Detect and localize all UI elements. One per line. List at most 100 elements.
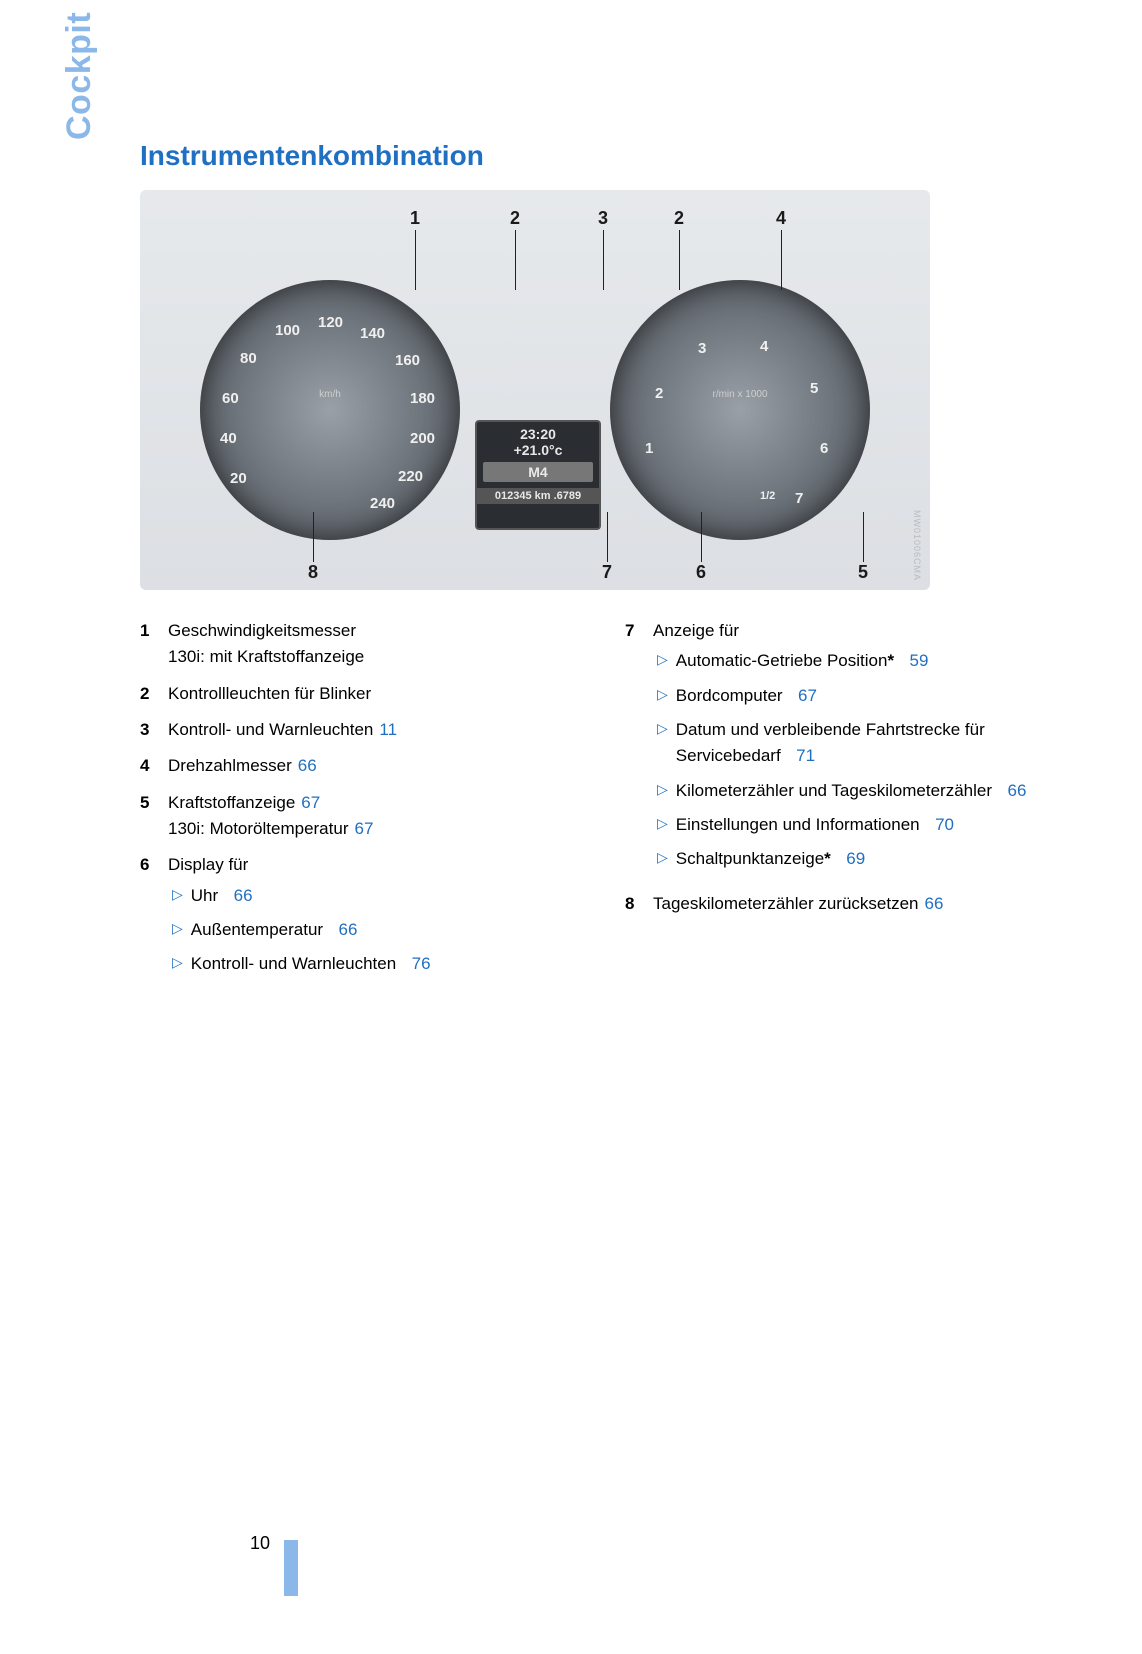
legend-sublist: ▷Automatic-Getriebe Position* 59▷Bordcom…: [653, 648, 1080, 872]
gauge-mark: 80: [240, 350, 257, 367]
page-accent-bar: [284, 1540, 298, 1596]
page-ref[interactable]: 76: [412, 954, 431, 973]
page-ref[interactable]: 66: [925, 894, 944, 913]
triangle-icon: ▷: [657, 717, 668, 770]
legend-item: 3Kontroll- und Warnleuchten11: [140, 717, 595, 743]
triangle-icon: ▷: [172, 917, 183, 943]
legend-right-column: 7Anzeige für▷Automatic-Getriebe Position…: [625, 618, 1080, 996]
subitem-text: Uhr 66: [191, 883, 253, 909]
callout-number: 1: [410, 208, 420, 229]
page-ref[interactable]: 66: [298, 756, 317, 775]
display-time: 23:20: [477, 426, 599, 442]
gauge-mark: 200: [410, 430, 435, 447]
callout-line: [515, 230, 516, 290]
page-ref[interactable]: 69: [846, 849, 865, 868]
legend-left-column: 1Geschwindigkeitsmesser130i: mit Kraftst…: [140, 618, 595, 996]
callout-number: 7: [602, 562, 612, 583]
gauge-mark: 6: [820, 440, 828, 457]
asterisk-icon: *: [887, 651, 894, 670]
callout-number: 2: [674, 208, 684, 229]
legend-number: 2: [140, 681, 168, 707]
legend-text: Tageskilometerzähler zurücksetzen66: [653, 891, 1080, 917]
legend-subitem: ▷Schaltpunktanzeige* 69: [653, 846, 1080, 872]
legend-number: 8: [625, 891, 653, 917]
page-ref[interactable]: 66: [339, 920, 358, 939]
asterisk-icon: *: [824, 849, 831, 868]
legend-item: 2Kontrollleuchten für Blinker: [140, 681, 595, 707]
legend-number: 5: [140, 790, 168, 843]
gauge-mark: 220: [398, 468, 423, 485]
speedometer-gauge: km/h 20406080100120140160180200220240: [200, 280, 460, 540]
callout-number: 2: [510, 208, 520, 229]
legend-subitem: ▷ Kontroll- und Warnleuchten 76: [168, 951, 595, 977]
gauge-mark: 120: [318, 314, 343, 331]
legend-subitem: ▷Automatic-Getriebe Position* 59: [653, 648, 1080, 674]
legend-item: 8Tageskilometerzähler zurücksetzen66: [625, 891, 1080, 917]
section-side-label: Cockpit: [60, 12, 99, 140]
subitem-text: Bordcomputer 67: [676, 683, 817, 709]
gauge-mark: 60: [222, 390, 239, 407]
legend-subitem: ▷Einstellungen und Informationen 70: [653, 812, 1080, 838]
triangle-icon: ▷: [172, 883, 183, 909]
page-ref[interactable]: 67: [301, 793, 320, 812]
triangle-icon: ▷: [657, 778, 668, 804]
gauge-mark: 20: [230, 470, 247, 487]
page-ref[interactable]: 70: [935, 815, 954, 834]
callout-number: 8: [308, 562, 318, 583]
legend-text: Kontroll- und Warnleuchten11: [168, 717, 595, 743]
callout-line: [781, 230, 782, 290]
page-title: Instrumentenkombination: [140, 140, 1080, 172]
gauge-mark: 140: [360, 325, 385, 342]
triangle-icon: ▷: [172, 951, 183, 977]
page-number: 10: [250, 1533, 270, 1554]
legend-number: 7: [625, 618, 653, 881]
page-ref[interactable]: 67: [798, 686, 817, 705]
tachometer-unit: r/min x 1000: [712, 389, 767, 400]
legend-subitem: ▷Kilometerzähler und Tageskilometerzähle…: [653, 778, 1080, 804]
triangle-icon: ▷: [657, 846, 668, 872]
page-ref[interactable]: 59: [910, 651, 929, 670]
display-odometer: 012345 km .6789: [477, 488, 599, 504]
page-ref[interactable]: 66: [1007, 781, 1026, 800]
display-temp: +21.0°c: [477, 442, 599, 458]
legend-text: Anzeige für▷Automatic-Getriebe Position*…: [653, 618, 1080, 881]
legend-text: Drehzahlmesser66: [168, 753, 595, 779]
legend-subitem: ▷Datum und verbleibende Fahrtstrecke für…: [653, 717, 1080, 770]
callout-number: 5: [858, 562, 868, 583]
instrument-cluster-figure: km/h 20406080100120140160180200220240 r/…: [140, 190, 930, 590]
fuel-half-mark: 1/2: [760, 490, 775, 502]
callout-line: [679, 230, 680, 290]
gauge-mark: 180: [410, 390, 435, 407]
callout-number: 6: [696, 562, 706, 583]
legend-item: 5Kraftstoffanzeige67130i: Motoröltempera…: [140, 790, 595, 843]
legend-number: 3: [140, 717, 168, 743]
legend-sublist: ▷Uhr 66▷Außentemperatur 66▷Kontroll- und…: [168, 883, 595, 978]
legend-subitem: ▷ Uhr 66: [168, 883, 595, 909]
triangle-icon: ▷: [657, 683, 668, 709]
legend-item: 7Anzeige für▷Automatic-Getriebe Position…: [625, 618, 1080, 881]
gauge-mark: 3: [698, 340, 706, 357]
page-ref[interactable]: 66: [234, 886, 253, 905]
legend-number: 1: [140, 618, 168, 671]
legend-text: Display für▷Uhr 66▷Außentemperatur 66▷Ko…: [168, 852, 595, 985]
callout-line: [607, 512, 608, 562]
gauge-mark: 5: [810, 380, 818, 397]
subitem-text: Automatic-Getriebe Position* 59: [676, 648, 929, 674]
legend-item: 1Geschwindigkeitsmesser130i: mit Kraftst…: [140, 618, 595, 671]
legend-text: Kontrollleuchten für Blinker: [168, 681, 595, 707]
subitem-text: Datum und verbleibende Fahrtstrecke für …: [676, 717, 1080, 770]
legend-item: 6Display für▷Uhr 66▷Außentemperatur 66▷K…: [140, 852, 595, 985]
subitem-text: Einstellungen und Informationen 70: [676, 812, 954, 838]
gauge-mark: 100: [275, 322, 300, 339]
legend-subitem: ▷Außentemperatur 66: [168, 917, 595, 943]
subitem-text: Kontroll- und Warnleuchten 76: [191, 951, 431, 977]
page-ref[interactable]: 11: [379, 720, 397, 739]
page-ref[interactable]: 71: [796, 746, 815, 765]
callout-number: 3: [598, 208, 608, 229]
tachometer-gauge: r/min x 1000 1234567 1/2: [610, 280, 870, 540]
legend-number: 4: [140, 753, 168, 779]
gauge-mark: 40: [220, 430, 237, 447]
speedometer-unit: km/h: [319, 389, 341, 400]
legend-columns: 1Geschwindigkeitsmesser130i: mit Kraftst…: [140, 618, 1080, 996]
page-ref[interactable]: 67: [354, 819, 373, 838]
